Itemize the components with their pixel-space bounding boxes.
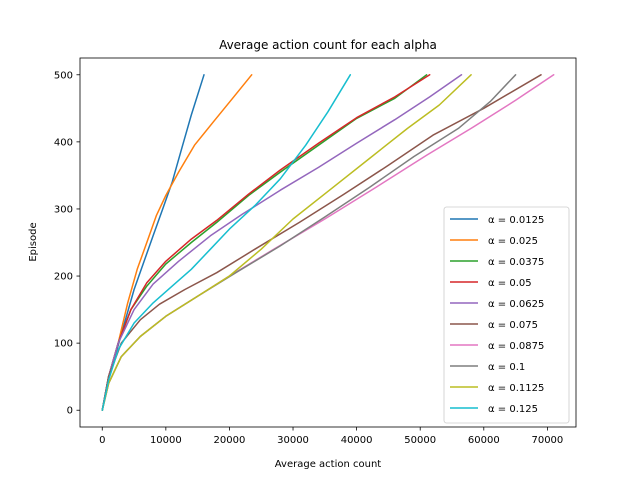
legend-label-8: α = 0.1125 [488,383,544,394]
y-tick-label: 100 [54,339,73,350]
y-tick-label: 400 [54,137,73,148]
series-line-4 [101,74,463,411]
x-tick-label: 30000 [277,435,309,446]
y-axis: 0 100 200 300 400 500 [54,70,80,417]
legend: α = 0.0125 α = 0.025 α = 0.0375 α = 0.05 α =… [443,206,570,424]
y-tick-label: 500 [54,70,73,81]
series-layer [101,74,555,411]
series-line-8 [101,74,472,411]
x-tick-label: 0 [99,435,105,446]
y-tick-label: 0 [67,406,73,417]
y-tick-label: 300 [54,204,73,215]
legend-label-7: α = 0.1 [488,362,525,373]
x-tick-label: 10000 [150,435,182,446]
x-axis-label: Average action count [275,459,381,470]
series-line-9 [101,74,352,411]
legend-label-4: α = 0.0625 [488,299,544,310]
x-axis: 0 10000 20000 30000 40000 50000 60000 70000 [99,427,563,446]
legend-label-5: α = 0.075 [488,320,538,331]
legend-label-9: α = 0.125 [488,404,538,415]
x-tick-label: 50000 [404,435,436,446]
legend-label-3: α = 0.05 [488,278,532,289]
x-tick-label: 40000 [341,435,373,446]
x-tick-label: 60000 [468,435,500,446]
legend-label-2: α = 0.0375 [488,257,544,268]
x-tick-label: 70000 [531,435,563,446]
legend-label-6: α = 0.0875 [488,341,544,352]
x-tick-label: 20000 [214,435,246,446]
legend-label-0: α = 0.0125 [488,215,544,226]
chart-title: Average action count for each alpha [219,38,437,52]
y-tick-label: 200 [54,272,73,283]
legend-label-1: α = 0.025 [488,236,538,247]
y-axis-label: Episode [28,222,39,261]
plot-frame [79,57,577,428]
